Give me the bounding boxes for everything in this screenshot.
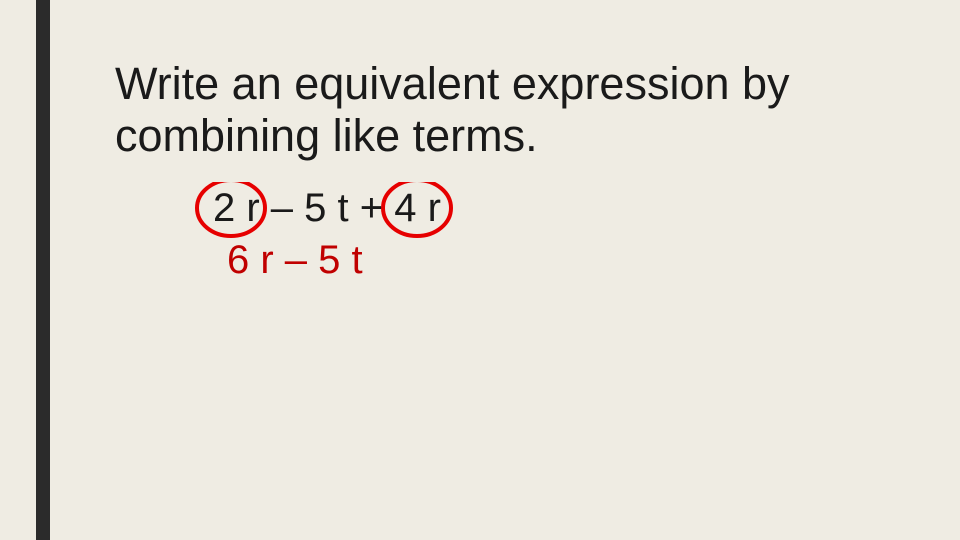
original-expression: 2 r – 5 t + 4 r bbox=[213, 186, 441, 231]
slide-content: Write an equivalent expression by combin… bbox=[115, 58, 895, 332]
title-line-2: combining like terms. bbox=[115, 110, 538, 161]
instruction-title: Write an equivalent expression by combin… bbox=[115, 58, 895, 162]
simplified-answer: 6 r – 5 t bbox=[227, 238, 363, 283]
work-area: 2 r – 5 t + 4 r 6 r – 5 t bbox=[195, 182, 695, 332]
accent-bar bbox=[36, 0, 50, 540]
title-line-1: Write an equivalent expression by bbox=[115, 58, 790, 109]
